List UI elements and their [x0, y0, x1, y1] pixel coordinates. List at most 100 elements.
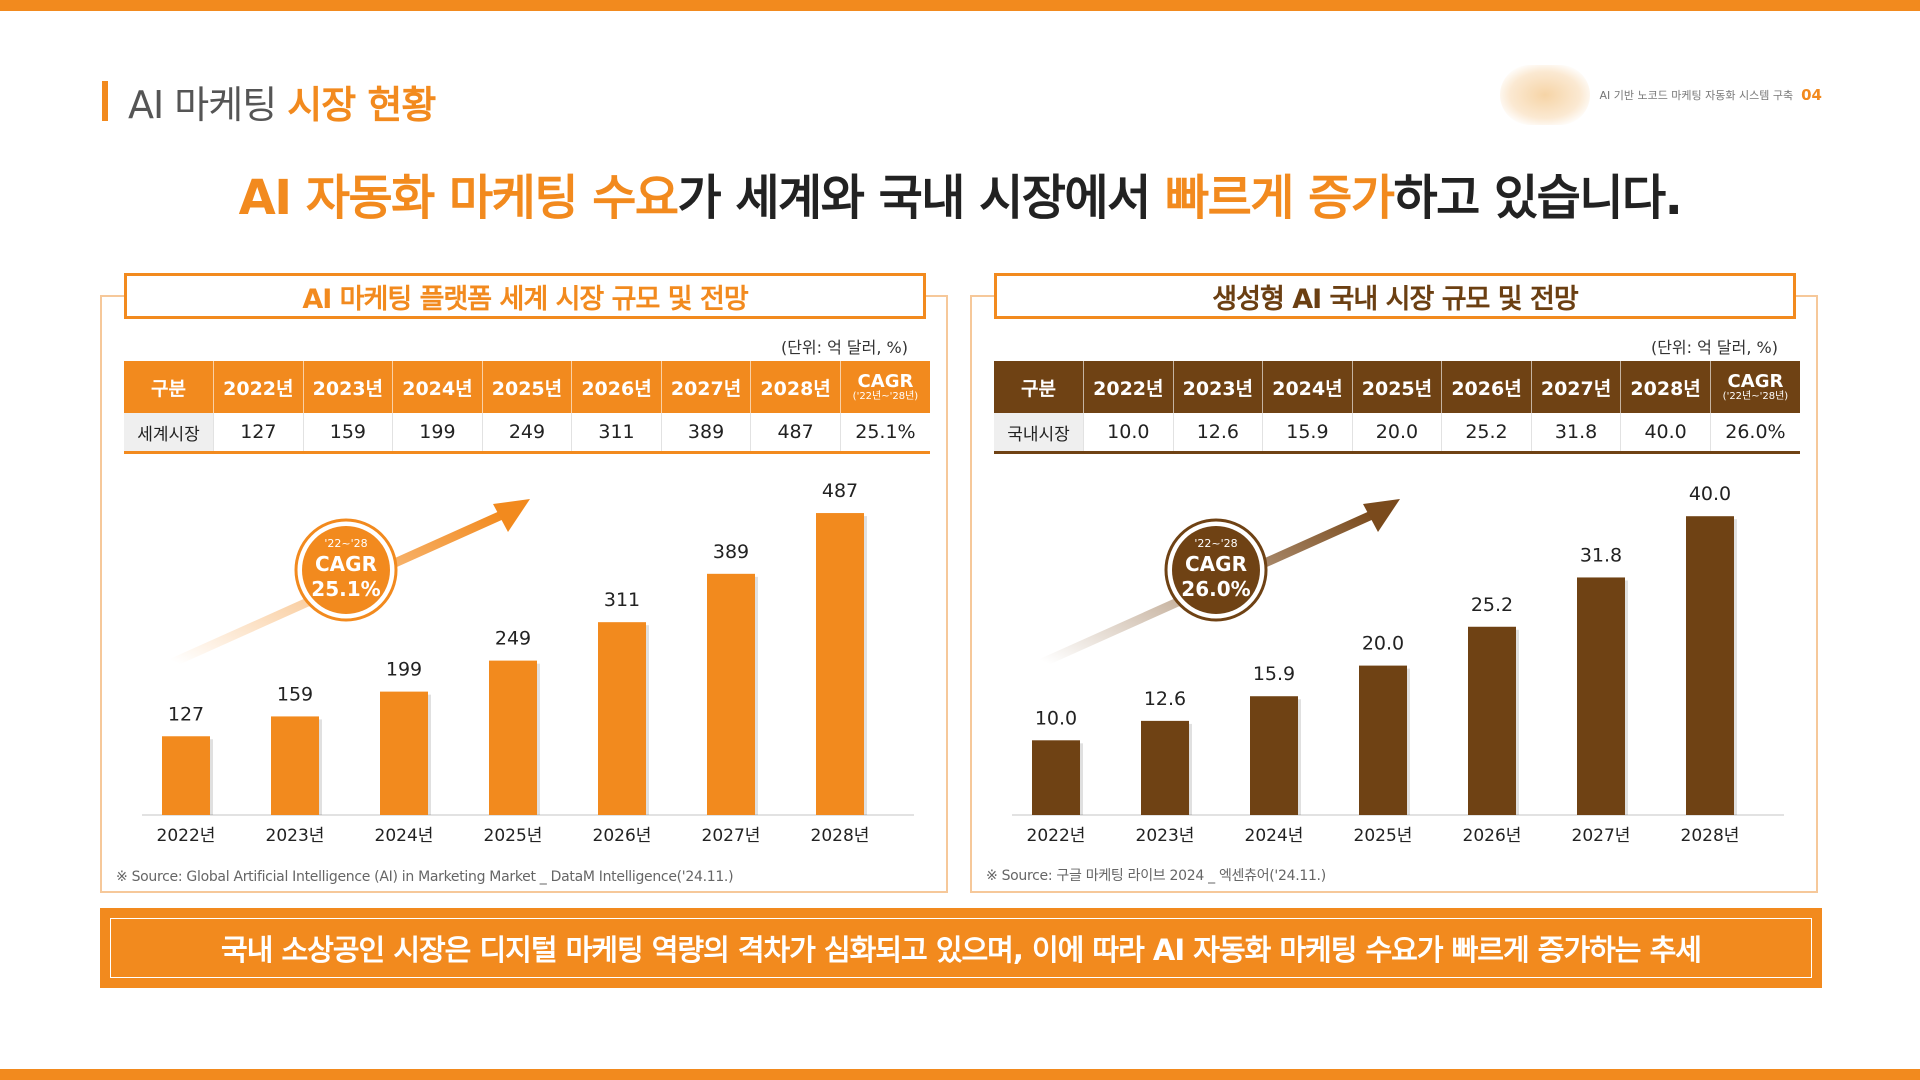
table-header-row: 구분 2022년 2023년 2024년 2025년 2026년 2027년 2… [124, 361, 930, 413]
headline-part-2: 가 세계와 국내 시장에서 [677, 170, 1165, 226]
table-cell: 40.0 [1620, 413, 1711, 454]
bar-value-label: 249 [495, 628, 531, 650]
table-header-cell: 2028년 [750, 361, 841, 413]
bar-2024년 [380, 691, 428, 815]
bar-2024년 [1250, 696, 1298, 815]
cagr-badge-period: '22~'28 [1194, 537, 1237, 550]
growth-arrowhead [493, 499, 530, 532]
bar-2022년 [162, 736, 210, 815]
cagr-badge-label: CAGR [1185, 552, 1247, 576]
table-cell: 12.6 [1173, 413, 1264, 454]
cagr-badge-value: 25.1% [311, 577, 380, 601]
bar-value-label: 31.8 [1580, 544, 1622, 566]
cagr-badge: '22~'28 CAGR 26.0% [1164, 518, 1268, 622]
x-tick-label: 2023년 [266, 826, 325, 846]
summary-text: 국내 소상공인 시장은 디지털 마케팅 역량의 격차가 심화되고 있으며, 이에… [110, 918, 1812, 978]
table-row: 국내시장 10.0 12.6 15.9 20.0 25.2 31.8 40.0 … [994, 413, 1800, 454]
doc-header: AI 기반 노코드 마케팅 자동화 시스템 구축 04 [1599, 86, 1822, 104]
headline: AI 자동화 마케팅 수요가 세계와 국내 시장에서 빠르게 증가하고 있습니다… [0, 158, 1920, 228]
table-header-cell: 구분 [994, 361, 1085, 413]
table-cell: 31.8 [1531, 413, 1622, 454]
x-tick-label: 2025년 [1354, 826, 1413, 846]
x-tick-label: 2022년 [1027, 826, 1086, 846]
bar-2023년 [271, 716, 319, 815]
table-cell-cagr: 26.0% [1710, 413, 1800, 454]
bar-2025년 [489, 660, 537, 815]
table-cell: 127 [213, 413, 304, 454]
doc-title: AI 기반 노코드 마케팅 자동화 시스템 구축 [1599, 89, 1794, 102]
table-header-cell: 2023년 [1173, 361, 1264, 413]
table-header-cell: 2027년 [661, 361, 752, 413]
domestic-market-bar-chart: '22~'28 CAGR 26.0% 10.0 2022년 12.6 2023년 15.… [1012, 483, 1784, 846]
bar-value-label: 25.2 [1471, 594, 1513, 616]
table-cell: 25.2 [1441, 413, 1532, 454]
table-cell: 199 [392, 413, 483, 454]
x-tick-label: 2025년 [484, 826, 543, 846]
bar-value-label: 20.0 [1362, 633, 1404, 655]
table-cell: 311 [571, 413, 662, 454]
table-cell: 10.0 [1083, 413, 1174, 454]
table-row: 세계시장 127 159 199 249 311 389 487 25.1% [124, 413, 930, 454]
global-market-bar-chart: '22~'28 CAGR 25.1% 127 2022년 159 2023년 199 20… [142, 480, 914, 846]
headline-part-1: AI 자동화 마케팅 수요 [238, 170, 679, 226]
table-header-cagr: CAGR ('22년~'28년) [840, 361, 930, 413]
table-header-cell: 2022년 [1083, 361, 1174, 413]
x-tick-label: 2027년 [702, 826, 761, 846]
x-tick-label: 2028년 [811, 826, 870, 846]
table-header-cell: 2022년 [213, 361, 304, 413]
bottom-accent-bar [0, 1069, 1920, 1080]
table-cell: 249 [482, 413, 573, 454]
title-prefix: AI 마케팅 [128, 82, 277, 127]
x-tick-label: 2022년 [157, 826, 216, 846]
x-tick-label: 2026년 [593, 826, 652, 846]
panel-title: AI 마케팅 플랫폼 세계 시장 규모 및 전망 [124, 273, 926, 319]
table-cell: 389 [661, 413, 752, 454]
x-tick-label: 2027년 [1572, 826, 1631, 846]
headline-part-4: 하고 있습니다. [1393, 170, 1682, 226]
global-market-panel: AI 마케팅 플랫폼 세계 시장 규모 및 전망 (단위: 억 달러, %) 구… [100, 273, 948, 893]
x-tick-label: 2026년 [1463, 826, 1522, 846]
market-table: 구분 2022년 2023년 2024년 2025년 2026년 2027년 2… [994, 361, 1800, 454]
domestic-market-panel: 생성형 AI 국내 시장 규모 및 전망 (단위: 억 달러, %) 구분 20… [970, 273, 1818, 893]
source-note: ※ Source: 구글 마케팅 라이브 2024 _ 엑센츄어('24.11.… [986, 868, 1326, 884]
bar-value-label: 40.0 [1689, 483, 1731, 505]
bar-2028년 [1686, 516, 1734, 815]
bar-2023년 [1141, 720, 1189, 815]
table-header-cell: 2025년 [482, 361, 573, 413]
cagr-period: ('22년~'28년) [852, 390, 919, 402]
market-table: 구분 2022년 2023년 2024년 2025년 2026년 2027년 2… [124, 361, 930, 454]
unit-label: (단위: 억 달러, %) [1650, 338, 1778, 357]
source-note: ※ Source: Global Artificial Intelligence… [116, 869, 734, 885]
title-highlight: 시장 현황 [287, 82, 436, 127]
bar-value-label: 15.9 [1253, 663, 1295, 685]
bar-value-label: 311 [604, 589, 640, 611]
table-header-cell: 구분 [124, 361, 215, 413]
table-header-row: 구분 2022년 2023년 2024년 2025년 2026년 2027년 2… [994, 361, 1800, 413]
table-header-cell: 2024년 [392, 361, 483, 413]
bar-value-label: 389 [713, 541, 749, 563]
table-cell: 159 [303, 413, 394, 454]
headline-part-3: 빠르게 증가 [1164, 170, 1395, 226]
cagr-badge-label: CAGR [315, 552, 377, 576]
x-tick-label: 2023년 [1136, 826, 1195, 846]
cagr-badge-period: '22~'28 [324, 537, 367, 550]
table-row-label: 국내시장 [994, 413, 1085, 454]
bar-value-label: 12.6 [1144, 688, 1186, 710]
bar-2025년 [1359, 665, 1407, 815]
growth-arrowhead [1363, 499, 1400, 532]
table-header-cell: 2024년 [1262, 361, 1353, 413]
table-header-cell: 2025년 [1352, 361, 1443, 413]
table-cell: 20.0 [1352, 413, 1443, 454]
table-header-cell: 2028년 [1620, 361, 1711, 413]
company-logo [1500, 65, 1590, 125]
bar-2026년 [1468, 626, 1516, 815]
bar-value-label: 127 [168, 703, 204, 725]
table-header-cell: 2027년 [1531, 361, 1622, 413]
panel-title: 생성형 AI 국내 시장 규모 및 전망 [994, 273, 1796, 319]
top-accent-bar [0, 0, 1920, 11]
table-header-cell: 2026년 [1441, 361, 1532, 413]
table-cell: 487 [750, 413, 841, 454]
title-marker [102, 81, 108, 121]
bar-value-label: 487 [822, 480, 858, 502]
cagr-header: CAGR [857, 370, 914, 392]
